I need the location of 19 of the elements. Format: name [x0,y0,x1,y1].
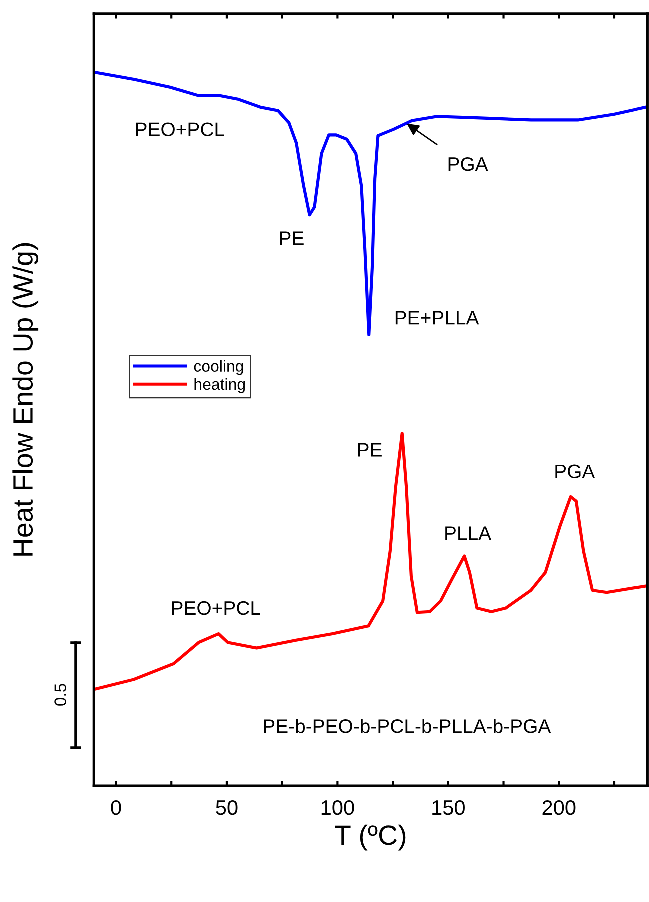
annotation: PEO+PCL [172,601,260,616]
annotation: PGA [556,464,596,479]
x-axis-title: T (ºC) [335,824,406,851]
x-tick-label: 200 [542,800,576,816]
x-tick-label: 100 [322,800,354,816]
legend-label: heating [194,378,246,394]
text: 0.5 [54,684,66,706]
annotation: PE [358,443,382,457]
x-tick-label: 50 [216,800,238,816]
annotation: PE+PLLA [396,311,480,325]
annotation: PE [280,232,304,246]
annotation: PE-b-PEO-b-PCL-b-PLLA-b-PGA [264,719,552,734]
x-tick-label: 150 [432,800,465,816]
legend-label: cooling [194,360,244,376]
x-tick-label: 0 [111,800,122,816]
y-axis-title: Heat Flow Endo Up (W/g) [12,243,39,556]
annotation: PLLA [446,526,492,540]
annotation: PEO+PCL [136,122,224,136]
annotation: PGA [448,157,488,172]
